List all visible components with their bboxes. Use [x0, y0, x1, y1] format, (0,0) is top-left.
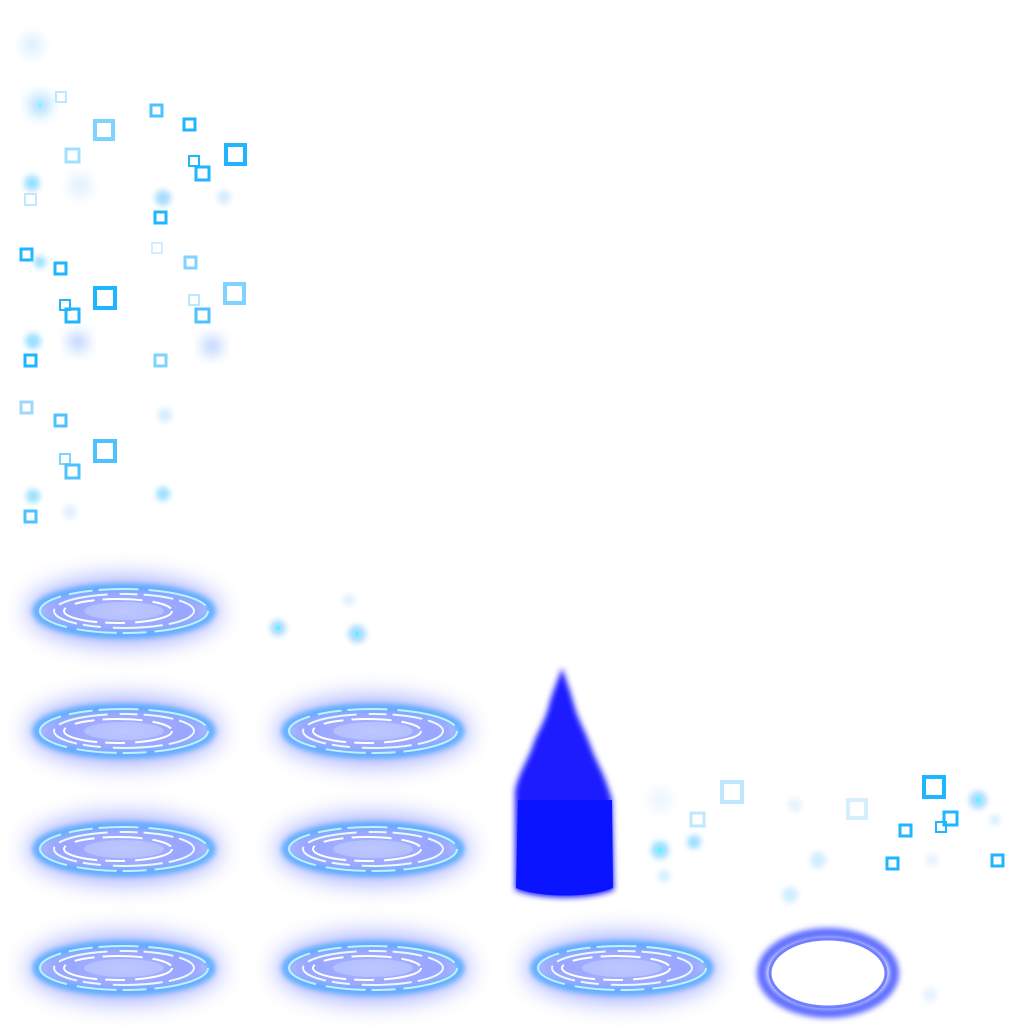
- rune-ring-icon: [526, 934, 718, 1002]
- rune-ring-icon: [28, 934, 220, 1002]
- square-particle-icon: [188, 155, 200, 167]
- square-particle-icon: [19, 247, 34, 262]
- square-particle-icon: [182, 117, 197, 132]
- square-particle-icon: [188, 294, 200, 306]
- square-particle-icon: [885, 856, 900, 871]
- square-particle-icon: [149, 103, 164, 118]
- square-particle-icon: [23, 353, 38, 368]
- square-particle-icon: [153, 353, 168, 368]
- square-particle-icon: [24, 193, 37, 206]
- glow-oval-icon: [757, 928, 937, 1018]
- square-particle-icon: [990, 853, 1005, 868]
- glow-dot-icon: [217, 190, 231, 204]
- particle-frame-5: [270, 594, 366, 643]
- square-particle-icon: [846, 798, 868, 820]
- glow-dot-icon: [70, 176, 90, 196]
- square-particle-icon: [93, 439, 117, 463]
- square-particle-icon: [223, 282, 246, 305]
- particle-frame-2: [24, 91, 247, 225]
- rune-ring-icon: [28, 697, 220, 765]
- rune-ring-icon: [277, 934, 469, 1002]
- glow-dot-icon: [658, 870, 670, 882]
- glow-dot-icon: [276, 626, 280, 630]
- square-particle-icon: [59, 453, 71, 465]
- glow-dot-icon: [23, 36, 41, 54]
- glow-dot-icon: [26, 489, 40, 503]
- glow-dot-icon: [650, 790, 670, 810]
- glow-dot-icon: [810, 852, 826, 868]
- square-particle-icon: [922, 775, 946, 799]
- glow-dot-icon: [34, 256, 46, 268]
- rune-ring-icon: [28, 815, 220, 883]
- square-particle-icon: [224, 143, 247, 166]
- particle-frame-3: [19, 242, 246, 368]
- glow-dot-icon: [923, 988, 937, 1002]
- square-particle-icon: [720, 780, 744, 804]
- square-particle-icon: [151, 242, 163, 254]
- square-particle-icon: [153, 210, 168, 225]
- square-particle-icon: [194, 307, 211, 324]
- square-particle-icon: [935, 821, 947, 833]
- glow-dot-icon: [788, 798, 802, 812]
- rune-ring-icon: [28, 577, 220, 645]
- square-particle-icon: [93, 286, 117, 310]
- glow-dot-icon: [990, 815, 1000, 825]
- rune-ring-frames: [28, 577, 718, 1002]
- square-particle-icon: [53, 413, 68, 428]
- rune-ring-icon: [277, 815, 469, 883]
- square-particle-icon: [64, 307, 81, 324]
- square-particle-icon: [689, 811, 706, 828]
- particle-frame-4: [19, 400, 172, 524]
- glow-dot-icon: [158, 408, 172, 422]
- glow-dot-icon: [63, 505, 77, 519]
- particle-frame-1: [23, 36, 41, 54]
- glow-dot-icon: [69, 333, 87, 351]
- square-particle-icon: [898, 823, 913, 838]
- square-particle-icon: [19, 400, 34, 415]
- square-particle-icon: [23, 509, 38, 524]
- glow-dot-icon: [926, 854, 938, 866]
- square-particle-icon: [64, 463, 81, 480]
- glow-dot-icon: [355, 632, 359, 636]
- particle-frame-7: [782, 798, 868, 903]
- glow-dot-icon: [658, 848, 662, 852]
- square-particle-icon: [942, 810, 959, 827]
- glow-dot-icon: [976, 798, 980, 802]
- glow-dot-icon: [156, 487, 170, 501]
- square-particle-icon: [194, 165, 211, 182]
- blue-flame-icon: [515, 668, 614, 898]
- rune-ring-icon: [277, 697, 469, 765]
- glow-dot-icon: [203, 337, 221, 355]
- square-particle-icon: [64, 147, 81, 164]
- square-particle-icon: [183, 255, 198, 270]
- glow-dot-icon: [782, 887, 798, 903]
- glow-dot-icon: [25, 333, 41, 349]
- glow-dot-icon: [155, 190, 171, 206]
- particle-frame-6: [650, 780, 744, 882]
- glow-dot-icon: [38, 103, 42, 107]
- square-particle-icon: [93, 119, 115, 141]
- glow-dot-icon: [687, 835, 701, 849]
- square-particle-icon: [53, 261, 68, 276]
- glow-dot-icon: [30, 181, 34, 185]
- square-particle-icon: [55, 91, 67, 103]
- glow-dot-icon: [343, 594, 355, 606]
- particle-frame-8: [885, 775, 1005, 871]
